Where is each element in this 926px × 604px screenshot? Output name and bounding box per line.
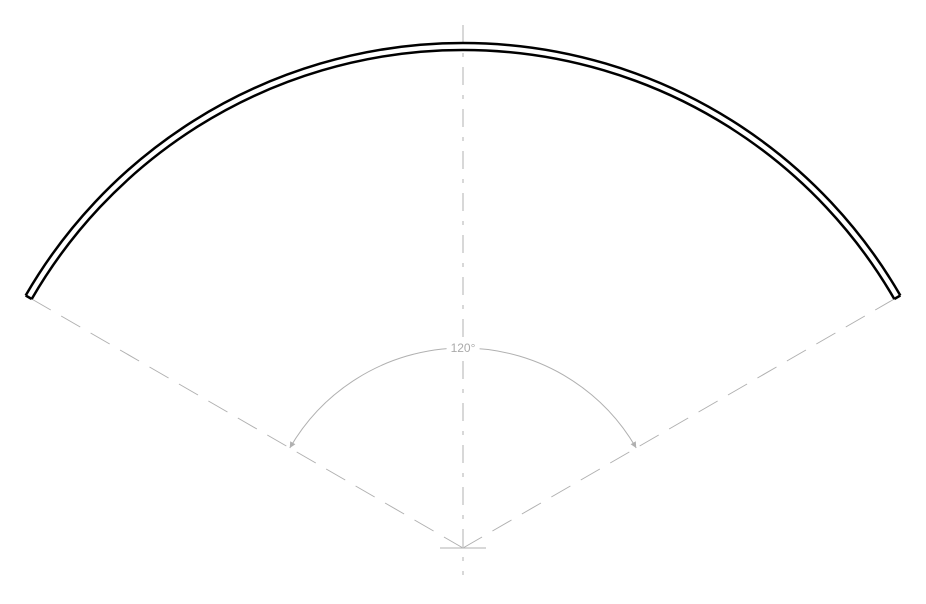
diagram-svg	[0, 0, 926, 604]
arc-diagram: 120°	[0, 0, 926, 604]
angle-label: 120°	[447, 341, 480, 355]
